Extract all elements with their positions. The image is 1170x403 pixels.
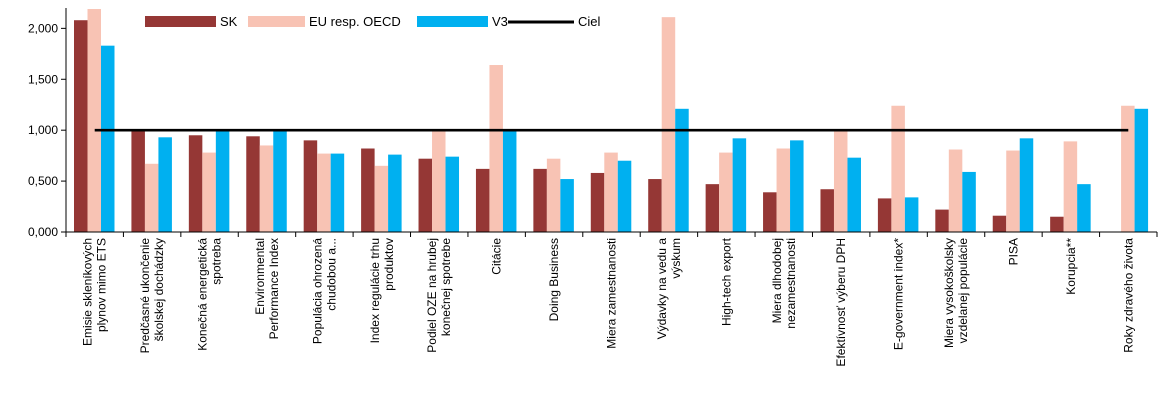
bar-eu-resp-oecd-0 [87,9,101,232]
x-category-label: Výdavky na vedu avýskum [655,238,683,340]
x-category-label: Emisie skleníkovýchplynov mimo ETS [81,238,109,346]
bar-eu-resp-oecd-18 [1121,105,1135,232]
bar-eu-resp-oecd-15 [948,149,963,232]
x-category-label: PISA [1006,238,1020,265]
x-category-label: Index regulácie trhuproduktov [368,238,396,343]
bar-v3-11 [732,138,747,232]
legend-item-3: Ciel [508,14,601,29]
bar-sk-0 [74,20,88,232]
bar-v3-7 [502,131,517,232]
bar-eu-resp-oecd-1 [144,163,159,232]
x-category-label: Doing Business [547,238,561,321]
bar-sk-12 [763,192,777,232]
bar-v3-0 [101,45,115,232]
bar-v3-16 [1019,138,1034,232]
x-category-label: Miera zamestnanosti [605,238,619,349]
x-category-label: Miera vysokoškolskyvzdelanej populácie [942,238,970,348]
x-category-label: Predčasné ukončenieškolskej dochádzky [138,238,166,354]
bar-eu-resp-oecd-3 [259,145,274,232]
legend-item-1: EU resp. OECD [248,14,401,29]
legend-label: V3 [492,14,508,29]
bar-eu-resp-oecd-8 [546,158,561,232]
legend-label: EU resp. OECD [309,14,401,29]
bar-sk-8 [533,168,547,232]
bars [74,9,1149,233]
bar-v3-17 [1077,184,1091,232]
legend-label: SK [220,14,238,29]
bar-eu-resp-oecd-9 [604,152,618,232]
bar-sk-3 [246,136,260,232]
bar-sk-4 [303,140,318,232]
bar-eu-resp-oecd-5 [374,165,389,232]
bar-eu-resp-oecd-14 [891,105,905,232]
bar-v3-14 [904,197,919,232]
bar-v3-18 [1134,108,1149,232]
x-category-label: Efektívnosť výberu DPH [834,238,848,367]
bar-v3-9 [617,160,632,232]
x-category-label: Konečná energetickáspotreba [196,238,224,351]
bar-eu-resp-oecd-11 [719,152,733,232]
x-category-label: Podiel OZE na hrubejkonečnej spotrebe [425,238,453,353]
x-category-label: E-government index* [892,238,906,350]
legend-item-0: SK [145,14,238,29]
x-category-label: EnvironmentalPerformance Index [253,238,281,339]
bar-eu-resp-oecd-10 [661,17,676,233]
bar-v3-10 [675,108,689,232]
bar-eu-resp-oecd-4 [317,153,331,232]
bar-sk-14 [877,198,892,232]
bar-v3-5 [388,154,402,232]
bar-v3-8 [560,179,574,232]
bar-eu-resp-oecd-7 [489,65,503,232]
y-tick-label: 0,500 [28,174,58,188]
bar-v3-1 [158,137,172,232]
x-category-label: Roky zdravého života [1121,238,1135,353]
bar-eu-resp-oecd-2 [202,152,216,232]
bar-v3-6 [445,156,460,232]
legend-item-2: V3 [417,14,508,29]
bar-sk-10 [648,179,662,232]
x-category-label: Populácia ohrozenáchudobou a... [310,238,338,344]
bar-sk-5 [361,148,375,232]
bar-sk-11 [705,184,720,232]
bar-sk-17 [1050,216,1064,232]
bar-sk-16 [992,215,1007,232]
legend-swatch [248,16,305,27]
bar-eu-resp-oecd-17 [1063,141,1078,232]
bar-v3-13 [847,157,861,232]
x-category-label: Korupcia** [1064,238,1078,295]
bar-v3-12 [790,140,804,232]
bar-sk-7 [475,168,490,232]
bar-sk-2 [188,135,203,232]
x-category-label: High-tech export [719,237,733,326]
bar-sk-9 [590,172,605,232]
legend: SK EU resp. OECD V3 Ciel [145,14,601,29]
bar-sk-15 [935,209,949,232]
x-category-label: Citácie [490,238,504,275]
legend-label: Ciel [578,14,601,29]
bar-sk-6 [418,158,433,232]
bar-v3-4 [330,153,345,232]
bar-sk-1 [131,130,145,232]
y-tick-label: 2,000 [28,21,58,35]
bar-eu-resp-oecd-6 [432,131,446,232]
bar-v3-15 [962,171,976,232]
bar-v3-3 [273,131,287,232]
legend-swatch [417,16,488,27]
y-axis: 0,000 0,500 1,000 1,500 2,000 [28,8,67,239]
y-tick-label: 1,000 [28,123,58,137]
x-category-label: Miera dlhodobejnezamestnanosti [770,238,798,329]
bar-sk-13 [820,189,834,232]
legend-swatch [145,16,216,27]
y-tick-label: 1,500 [28,72,58,86]
y-tick-label: 0,000 [28,225,58,239]
x-axis: Emisie skleníkovýchplynov mimo ETS Predča… [65,231,1158,367]
bar-v3-2 [215,131,230,232]
bar-eu-resp-oecd-16 [1006,150,1020,232]
bar-eu-resp-oecd-13 [833,131,848,232]
bar-eu-resp-oecd-12 [776,148,791,232]
